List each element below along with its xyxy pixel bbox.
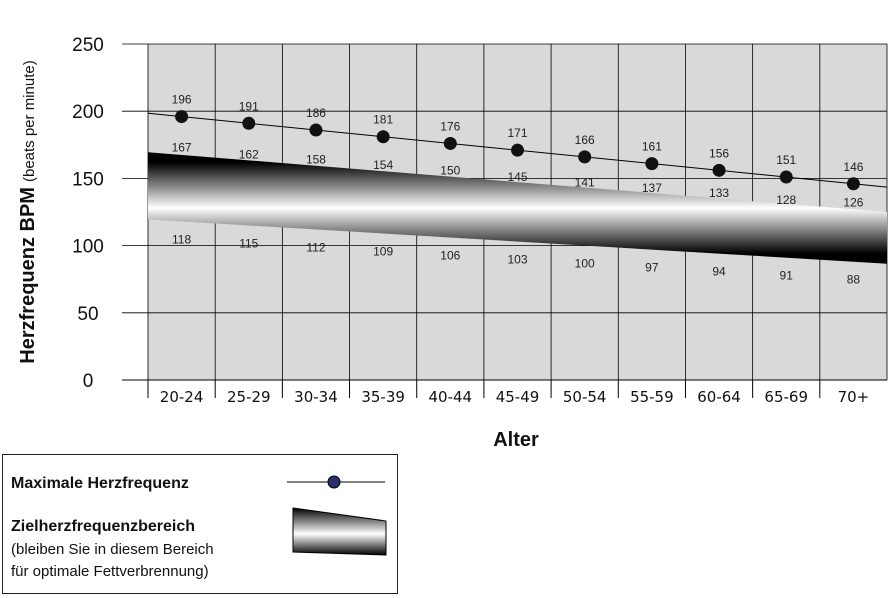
zone-upper-label: 141 <box>575 175 595 189</box>
zone-upper-label: 133 <box>709 186 729 200</box>
zone-lower-label: 97 <box>645 261 659 275</box>
x-tick-label: 65-69 <box>764 388 808 406</box>
legend-zone-note-1: (bleiben Sie in diesem Bereich <box>11 541 214 558</box>
max-value-label: 181 <box>373 113 393 127</box>
max-value-label: 166 <box>575 133 595 147</box>
x-tick-label: 70+ <box>838 388 870 406</box>
x-tick-label: 60-64 <box>697 388 741 406</box>
max-heart-rate-point <box>443 136 457 150</box>
legend-max-marker <box>327 475 341 489</box>
x-tick-label: 35-39 <box>361 388 405 406</box>
x-tick-label: 45-49 <box>496 388 540 406</box>
target-zone-band <box>148 152 887 264</box>
y-tick-label: 50 <box>77 304 98 325</box>
data-labels: 196 191 186 181 176 171 166 161 156 151 146 167 162 1… <box>172 93 864 287</box>
zone-upper-label: 162 <box>239 147 259 161</box>
zone-lower-label: 118 <box>172 232 191 246</box>
legend-zone-swatch <box>292 507 387 556</box>
max-heart-rate-point <box>242 116 256 130</box>
y-axis-title-sub: (beats per minute) <box>21 60 38 182</box>
zone-upper-label: 167 <box>172 141 192 155</box>
max-heart-rate-point <box>645 157 659 171</box>
zone-lower-label: 100 <box>575 257 595 271</box>
x-tick-label: 25-29 <box>227 388 271 406</box>
x-tick-label: 20-24 <box>160 388 204 406</box>
x-axis-title: Alter <box>493 429 539 451</box>
legend-zone-note-2: für optimale Fettverbrennung) <box>11 563 209 580</box>
zone-upper-label: 154 <box>373 158 393 172</box>
max-value-label: 186 <box>306 106 326 120</box>
max-value-label: 191 <box>239 99 259 113</box>
max-value-label: 196 <box>172 93 192 107</box>
x-tick-label: 50-54 <box>563 388 607 406</box>
max-heart-rate-series <box>147 110 888 191</box>
max-value-label: 176 <box>440 119 460 133</box>
legend-max-label: Maximale Herzfrequenz <box>11 475 189 492</box>
y-axis-title: Herzfrequenz BPM (beats per minute) <box>17 60 39 363</box>
zone-upper-label: 126 <box>843 196 863 210</box>
max-value-label: 161 <box>642 140 662 154</box>
y-tick-label: 200 <box>72 102 104 123</box>
max-heart-rate-point <box>376 130 390 144</box>
zone-lower-label: 106 <box>440 249 460 263</box>
max-value-label: 156 <box>709 146 729 160</box>
y-axis: 0 50 100 150 200 250 <box>72 35 887 392</box>
zone-upper-label: 128 <box>776 193 796 207</box>
legend: Maximale Herzfrequenz Zielherzfrequenzbe… <box>2 454 398 594</box>
max-heart-rate-point <box>511 143 524 157</box>
x-axis: 20-24 25-29 30-34 35-39 40-44 45-49 50-54 55-59… <box>147 380 870 406</box>
zone-lower-label: 103 <box>507 253 527 267</box>
y-tick-label: 150 <box>72 169 104 190</box>
max-heart-rate-point <box>846 177 860 191</box>
max-heart-rate-point <box>578 150 592 164</box>
target-zone-area <box>148 152 887 264</box>
legend-zone-label: Zielherzfrequenzbereich <box>11 518 196 535</box>
y-tick-label: 250 <box>72 35 104 56</box>
zone-lower-label: 88 <box>847 273 861 287</box>
zone-lower-label: 115 <box>239 236 258 250</box>
y-axis-title-main: Herzfrequenz BPM <box>17 187 39 364</box>
zone-upper-label: 150 <box>440 163 460 177</box>
max-heart-rate-point <box>175 110 189 124</box>
zone-upper-label: 137 <box>642 181 662 195</box>
x-tick-label: 40-44 <box>429 388 473 406</box>
x-tick-label: 30-34 <box>294 388 338 406</box>
zone-lower-label: 91 <box>780 269 794 283</box>
zone-upper-label: 145 <box>507 170 527 184</box>
y-tick-label: 0 <box>83 371 94 392</box>
zone-lower-label: 109 <box>373 245 393 259</box>
max-value-label: 151 <box>776 153 796 167</box>
zone-lower-label: 94 <box>712 265 726 279</box>
max-value-label: 171 <box>507 126 527 140</box>
max-heart-rate-point <box>712 163 726 177</box>
zone-lower-label: 112 <box>306 240 325 254</box>
max-heart-rate-point <box>779 170 793 184</box>
y-tick-label: 100 <box>72 237 104 258</box>
max-heart-rate-point <box>309 123 323 137</box>
max-value-label: 146 <box>843 160 863 174</box>
legend-symbols <box>287 475 387 556</box>
zone-upper-label: 158 <box>306 153 326 167</box>
x-tick-label: 55-59 <box>630 388 674 406</box>
